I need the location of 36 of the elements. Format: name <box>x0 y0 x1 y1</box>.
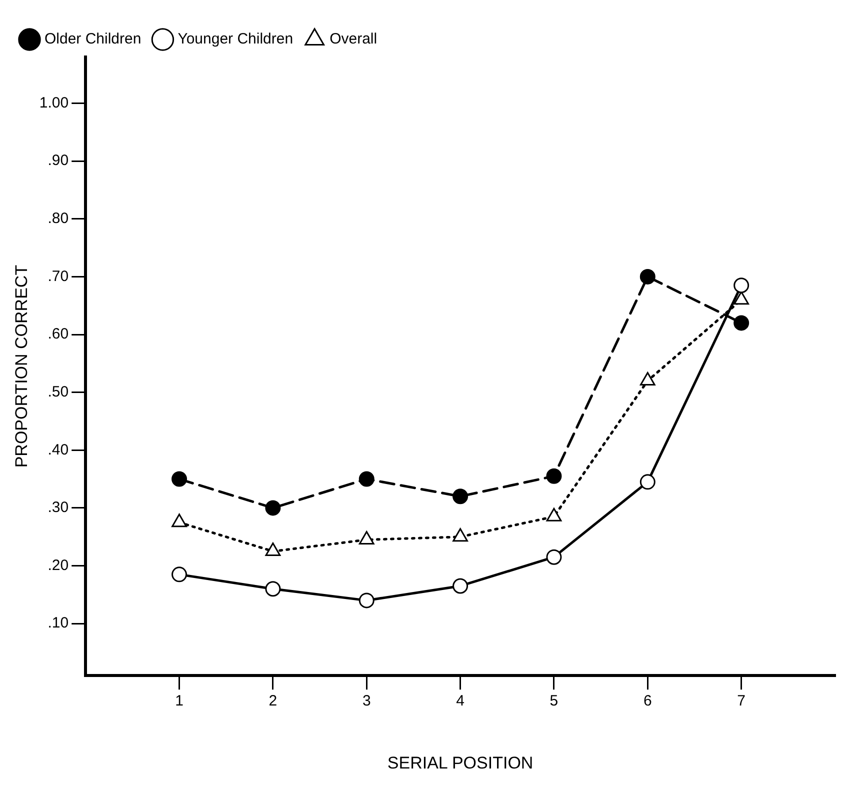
point <box>546 549 562 565</box>
y-tick-label: .60 <box>48 326 69 343</box>
point <box>265 500 281 516</box>
point <box>358 592 374 608</box>
y-tick-label: .30 <box>48 499 69 516</box>
point <box>640 268 656 284</box>
y-tick-label: .20 <box>48 556 69 574</box>
point <box>172 471 188 487</box>
point <box>172 566 188 582</box>
y-tick-label: .50 <box>48 383 69 400</box>
legend-label: Younger Children <box>178 30 294 48</box>
point <box>358 471 374 487</box>
x-tick-label: 6 <box>643 692 652 710</box>
point <box>734 278 750 294</box>
y-axis-title: PROPORTION CORRECT <box>12 264 31 468</box>
y-tick-label: 1.00 <box>39 94 69 112</box>
point <box>734 315 750 331</box>
legend-label: Overall <box>330 30 378 48</box>
y-tick-label: .90 <box>48 152 69 170</box>
y-tick-label: .40 <box>48 441 69 458</box>
y-tick-label: .80 <box>48 210 69 228</box>
x-tick-label: 7 <box>737 692 746 710</box>
x-axis-title: SERIAL POSITION <box>387 753 534 772</box>
point <box>640 474 656 490</box>
x-tick-label: 4 <box>456 692 464 710</box>
point <box>452 578 468 594</box>
x-tick-label: 5 <box>550 692 558 710</box>
legend-label: Older Children <box>44 30 142 48</box>
y-tick-label: .70 <box>48 268 69 285</box>
point <box>546 468 562 484</box>
x-tick-label: 1 <box>175 692 184 710</box>
point <box>265 581 281 597</box>
x-tick-label: 3 <box>362 692 371 710</box>
y-tick-label: .10 <box>48 614 69 632</box>
x-tick-label: 2 <box>268 692 278 710</box>
point <box>452 488 468 504</box>
